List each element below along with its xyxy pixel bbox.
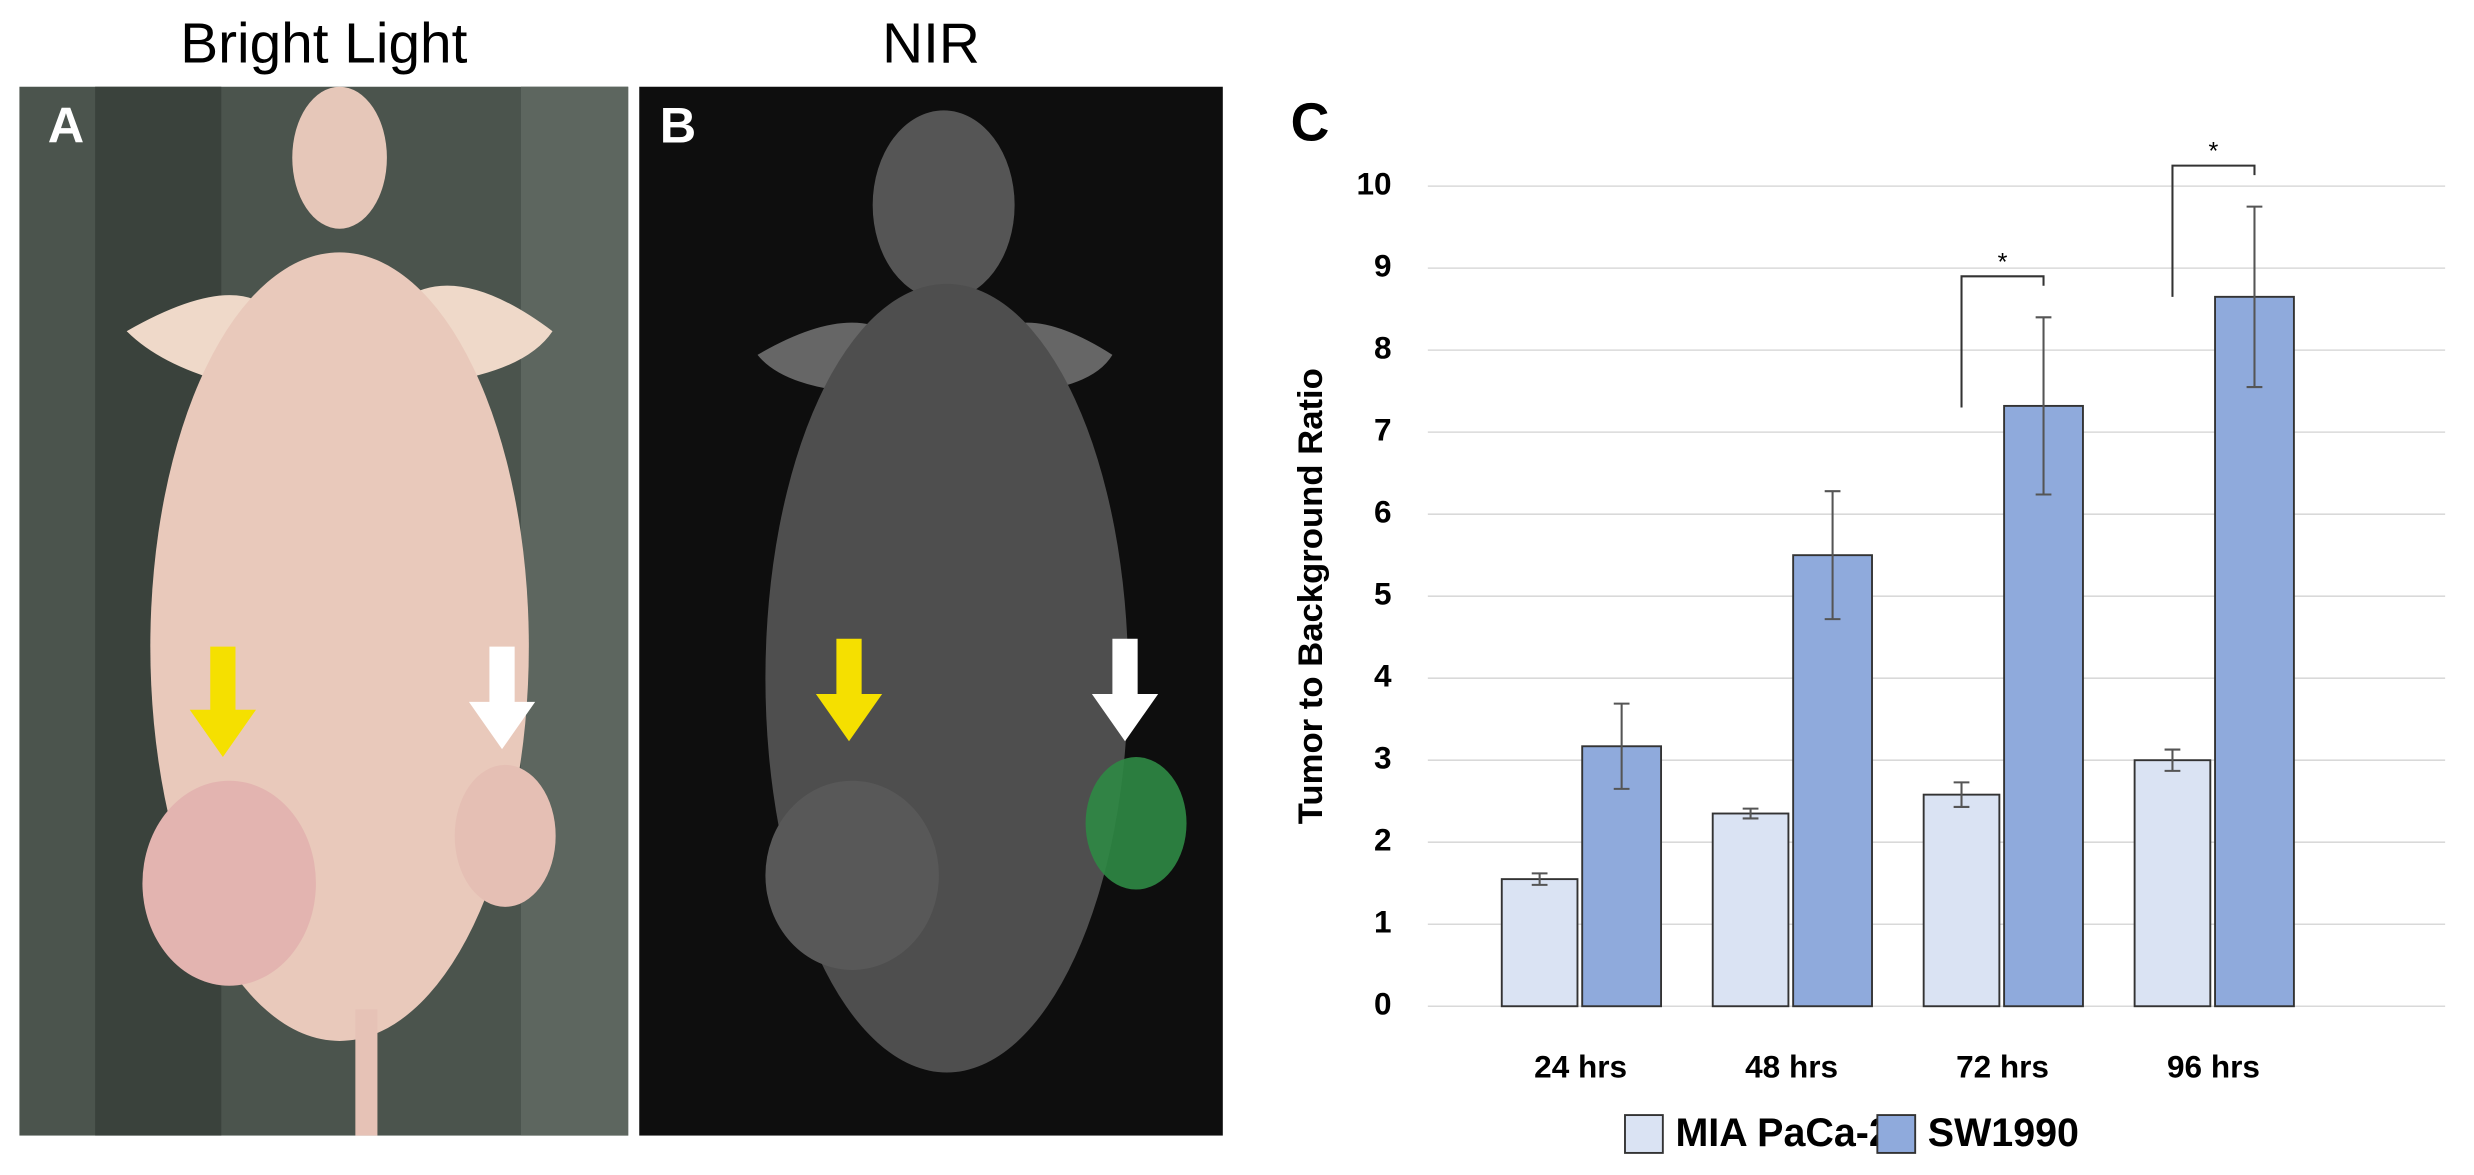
bar bbox=[2214, 295, 2295, 1008]
bar bbox=[1792, 554, 1873, 1008]
x-tick-label: 72 hrs bbox=[1956, 1049, 2049, 1085]
y-tick-label: 8 bbox=[1374, 329, 1392, 365]
error-bar bbox=[1824, 490, 1841, 621]
error-bar bbox=[1742, 807, 1759, 820]
y-tick-label: 10 bbox=[1356, 165, 1391, 201]
error-bar bbox=[1953, 781, 1970, 808]
photo-nir bbox=[639, 86, 1223, 1136]
photo-bright bbox=[19, 86, 629, 1136]
panel-label: B bbox=[660, 97, 696, 154]
y-tick-label: 9 bbox=[1374, 247, 1392, 283]
error-bar bbox=[2164, 748, 2181, 772]
panel-label: A bbox=[48, 97, 84, 154]
chart: 0 1 2 3 4 5 6 7 8 9 10 24 hrs 48 hrs 72 hrs 96 hrs * * MI… bbox=[1356, 138, 2446, 1155]
y-tick-label: 1 bbox=[1374, 904, 1392, 940]
significance-label: * bbox=[1998, 248, 2008, 276]
y-tick-label: 3 bbox=[1374, 740, 1392, 776]
bar bbox=[1711, 812, 1790, 1008]
bar bbox=[1500, 878, 1579, 1008]
bar bbox=[1922, 793, 2001, 1008]
y-tick-label: 6 bbox=[1374, 493, 1392, 529]
y-tick-label: 2 bbox=[1374, 822, 1392, 858]
y-tick-label: 5 bbox=[1374, 576, 1392, 612]
panel-title: Bright Light bbox=[180, 12, 467, 75]
panel-label: C bbox=[1291, 92, 1330, 152]
x-tick-label: 48 hrs bbox=[1745, 1049, 1838, 1085]
legend-label: MIA PaCa-2 bbox=[1675, 1111, 1890, 1155]
y-tick-label: 0 bbox=[1374, 986, 1392, 1022]
significance-label: * bbox=[2209, 138, 2219, 166]
panel-title: NIR bbox=[882, 12, 980, 75]
bar bbox=[2003, 404, 2084, 1008]
legend-swatch bbox=[1624, 1114, 1664, 1154]
y-tick-label: 4 bbox=[1374, 658, 1392, 694]
error-bar bbox=[2246, 205, 2263, 389]
x-tick-label: 24 hrs bbox=[1534, 1049, 1627, 1085]
y-axis-label: Tumor to Background Ratio bbox=[1292, 368, 1330, 824]
error-bar bbox=[1613, 702, 1630, 790]
significance-bracket bbox=[2171, 164, 2256, 297]
significance-bracket bbox=[1960, 275, 2045, 408]
x-tick-label: 96 hrs bbox=[2167, 1049, 2260, 1085]
error-bar bbox=[1531, 872, 1548, 886]
y-tick-label: 7 bbox=[1374, 411, 1392, 447]
error-bar bbox=[2035, 316, 2052, 496]
legend-label: SW1990 bbox=[1928, 1111, 2079, 1155]
legend-swatch bbox=[1876, 1114, 1917, 1154]
bar bbox=[2133, 759, 2212, 1008]
